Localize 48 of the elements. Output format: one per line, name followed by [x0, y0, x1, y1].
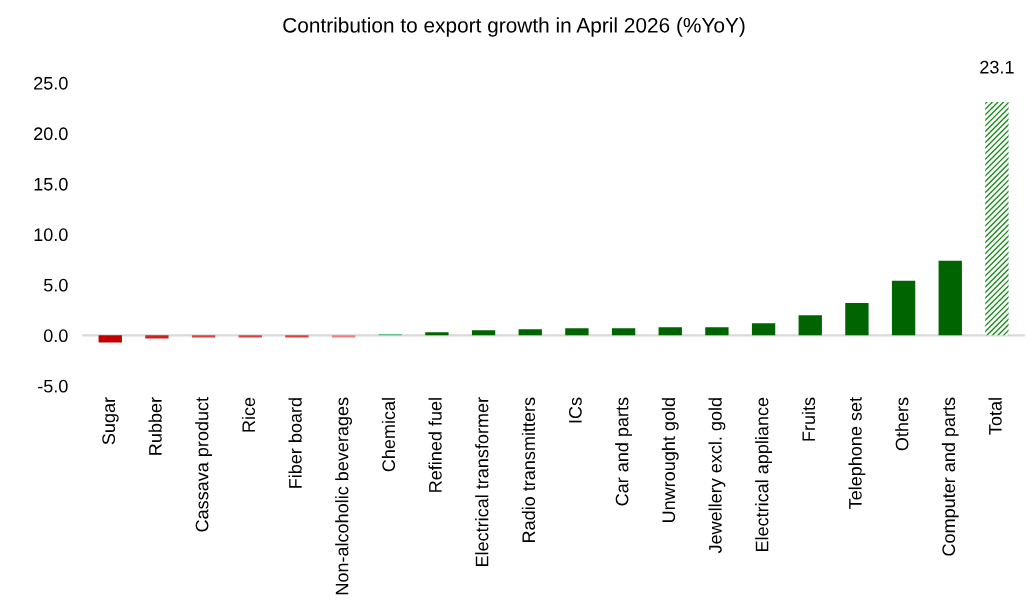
y-tick-label: 5.0	[43, 278, 68, 292]
x-tick-label: Telephone set	[848, 397, 866, 509]
y-tick-label: 0.0	[43, 329, 68, 343]
x-tick-label: Radio transmitters	[521, 397, 536, 542]
bar	[658, 327, 682, 336]
x-tick-label: Computer and parts	[941, 397, 959, 556]
bar	[471, 330, 496, 336]
x-tick-label: Cassava product	[195, 397, 212, 532]
x-tick-label: Rubber	[148, 397, 162, 455]
chart-title: Contribution to export growth in April 2026 (%YoY)	[283, 17, 745, 37]
x-tick-label: Rice	[241, 397, 256, 432]
x-tick-label: Jewellery excl. gold	[708, 398, 726, 554]
bar	[705, 327, 729, 336]
x-tick-label: Car and parts	[615, 397, 632, 506]
bar	[798, 315, 822, 336]
x-tick-label: Refined fuel	[428, 398, 442, 492]
y-tick-label: 10.0	[34, 228, 68, 242]
y-tick-label: -5.0	[38, 379, 68, 393]
x-tick-label: Others	[895, 397, 909, 451]
x-tick-label: ICs	[568, 397, 582, 423]
bar	[285, 335, 309, 338]
x-tick-label: Electrical appliance	[755, 397, 772, 552]
bar	[191, 335, 216, 338]
x-tick-label: Non-alcoholic beverages	[335, 397, 352, 595]
x-tick-label: Electrical transformer	[475, 397, 489, 567]
bar	[985, 102, 1009, 336]
y-tick-label: 20.0	[34, 127, 68, 141]
bar	[751, 323, 776, 336]
x-tick-label: Fruits	[801, 397, 816, 441]
bar	[425, 332, 449, 336]
bar	[845, 303, 869, 336]
bar	[611, 328, 636, 336]
bar	[145, 335, 169, 339]
y-tick-label: 15.0	[34, 177, 68, 191]
bar	[518, 329, 542, 336]
x-tick-label: Total	[988, 398, 1002, 435]
y-tick-label: 25.0	[34, 76, 68, 90]
bar	[331, 335, 356, 338]
data-label: 23.1	[980, 60, 1014, 74]
bar	[98, 335, 122, 343]
bar	[891, 280, 916, 336]
x-tick-label: Unwrought gold	[661, 398, 679, 523]
x-tick-label: Sugar	[102, 397, 119, 445]
x-tick-label: Chemical	[381, 398, 396, 472]
bar	[565, 328, 589, 336]
bar	[938, 260, 962, 336]
bar	[238, 335, 262, 338]
x-tick-label: Fiber board	[288, 398, 302, 488]
